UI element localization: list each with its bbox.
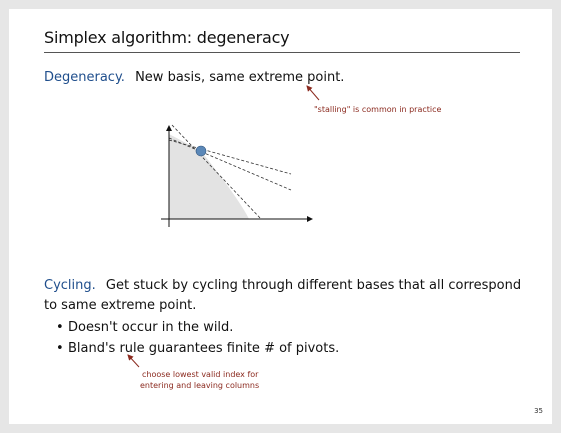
bullet-text: Doesn't occur in the wild. [68, 320, 234, 335]
cycling-line-1: Cycling. Get stuck by cycling through di… [44, 278, 521, 293]
cycling-keyword: Cycling. [44, 278, 96, 293]
slide-title: Simplex algorithm: degeneracy [44, 28, 290, 47]
degeneracy-text: New basis, same extreme point. [135, 70, 345, 85]
page-number: 35 [534, 407, 543, 415]
degeneracy-line: Degeneracy. New basis, same extreme poin… [44, 70, 344, 85]
bullet-text: Bland's rule guarantees finite # of pivo… [68, 341, 340, 356]
feasible-region [169, 134, 249, 219]
slide: Simplex algorithm: degeneracy Degeneracy… [9, 9, 552, 424]
bland-note-line-2: entering and leaving columns [140, 381, 260, 390]
bland-note-line-1: choose lowest valid index for [142, 370, 259, 379]
degeneracy-keyword: Degeneracy. [44, 70, 125, 85]
cycling-line-2: to same extreme point. [44, 298, 197, 313]
constraint-line [168, 137, 292, 191]
stalling-note: "stalling" is common in practice [314, 105, 442, 114]
stalling-arrow [306, 85, 320, 101]
constraint-line [171, 124, 262, 220]
title-divider [44, 52, 520, 53]
bland-arrow [127, 354, 140, 368]
cycling-text-1: Get stuck by cycling through different b… [105, 278, 522, 293]
bullet-dot: • [56, 320, 64, 335]
degenerate-vertex [195, 145, 207, 157]
bullet-dot: • [56, 341, 64, 356]
degeneracy-diagram [127, 85, 320, 368]
bullet-item: • Bland's rule guarantees finite # of piv… [56, 341, 339, 356]
bullet-item: • Doesn't occur in the wild. [56, 320, 233, 335]
constraint-line [168, 139, 292, 175]
